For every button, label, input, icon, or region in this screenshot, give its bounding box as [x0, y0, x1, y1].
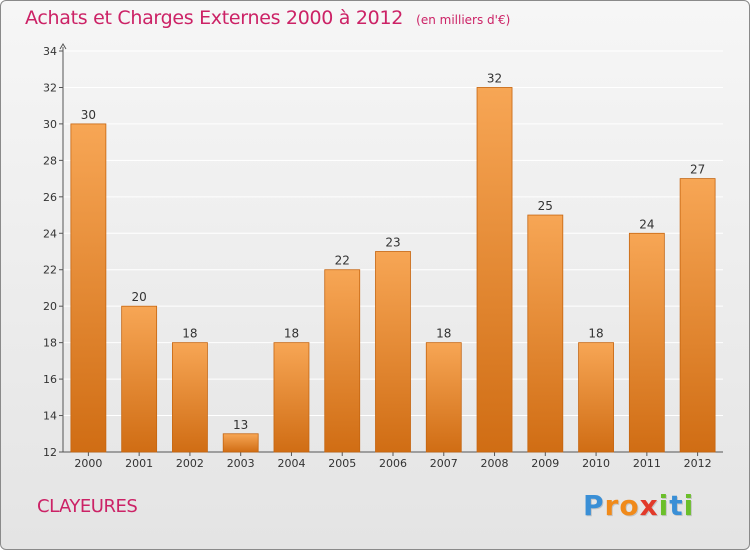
y-tick-label: 34: [43, 45, 57, 58]
x-tick-label: 2008: [481, 457, 509, 470]
y-axis-arrow: [59, 43, 67, 50]
y-tick-label: 22: [43, 264, 57, 277]
bar: [324, 269, 361, 453]
logo-letter: r: [604, 489, 620, 522]
y-tick-label: 18: [43, 337, 57, 350]
y-tick-label: 12: [43, 446, 57, 459]
logo-letter: P: [583, 489, 605, 522]
x-tick-label: 2011: [633, 457, 661, 470]
x-tick-label: 2004: [277, 457, 305, 470]
bar-value-label: 30: [81, 108, 96, 122]
bar: [679, 178, 716, 453]
x-tick-label: 2012: [684, 457, 712, 470]
bar: [578, 342, 614, 453]
x-tick-label: 2009: [531, 457, 559, 470]
x-tick-label: 2001: [125, 457, 153, 470]
bar: [121, 305, 158, 453]
x-tick-label: 2006: [379, 457, 407, 470]
y-tick-label: 26: [43, 191, 57, 204]
logo-letter: o: [619, 489, 640, 522]
bar: [628, 232, 665, 453]
y-tick-label: 14: [43, 410, 57, 423]
x-tick-label: 2007: [430, 457, 458, 470]
bar-value-label: 27: [690, 163, 705, 177]
x-tick-label: 2000: [74, 457, 102, 470]
bar-value-label: 24: [639, 217, 654, 231]
bar: [375, 251, 411, 453]
title-row: Achats et Charges Externes 2000 à 2012 (…: [25, 7, 510, 29]
y-tick-label: 30: [43, 118, 57, 131]
bar-value-label: 22: [335, 254, 350, 268]
bar-value-label: 20: [132, 290, 147, 304]
bar-value-label: 13: [233, 418, 248, 432]
logo-letter: t: [669, 489, 684, 522]
y-tick-label: 32: [43, 81, 57, 94]
bars: [70, 87, 716, 453]
bar: [476, 87, 513, 453]
y-tick-label: 24: [43, 227, 57, 240]
bar-value-label: 18: [436, 327, 451, 341]
bar: [527, 214, 564, 453]
commune-name: CLAYEURES: [37, 496, 138, 517]
y-tick-label: 16: [43, 373, 57, 386]
logo-letter: i: [658, 489, 670, 522]
logo-letter: i: [683, 489, 695, 522]
x-tick-label: 2003: [227, 457, 255, 470]
bar: [425, 342, 462, 453]
bar-value-label: 32: [487, 71, 502, 85]
bar-value-label: 23: [385, 236, 400, 250]
bar: [70, 123, 107, 453]
logo-letter: x: [639, 489, 659, 522]
bar: [273, 342, 310, 453]
chart-unit: (en milliers d'€): [416, 13, 511, 27]
bar-value-label: 25: [538, 199, 553, 213]
proxiti-logo[interactable]: Proxiti: [583, 489, 694, 522]
y-tick-label: 28: [43, 154, 57, 167]
x-tick-label: 2002: [176, 457, 204, 470]
x-tick-label: 2010: [582, 457, 610, 470]
x-tick-label: 2005: [328, 457, 356, 470]
y-tick-label: 20: [43, 300, 57, 313]
bar: [222, 433, 259, 453]
bar-value-label: 18: [588, 327, 603, 341]
bar: [172, 342, 208, 453]
bar-value-label: 18: [284, 327, 299, 341]
chart-title: Achats et Charges Externes 2000 à 2012: [25, 7, 404, 29]
bar-value-label: 18: [182, 327, 197, 341]
labels: 12 14 16 18 20 22 24 26 28 30 32 34 2000 30 2001 20 2002…: [43, 45, 712, 470]
